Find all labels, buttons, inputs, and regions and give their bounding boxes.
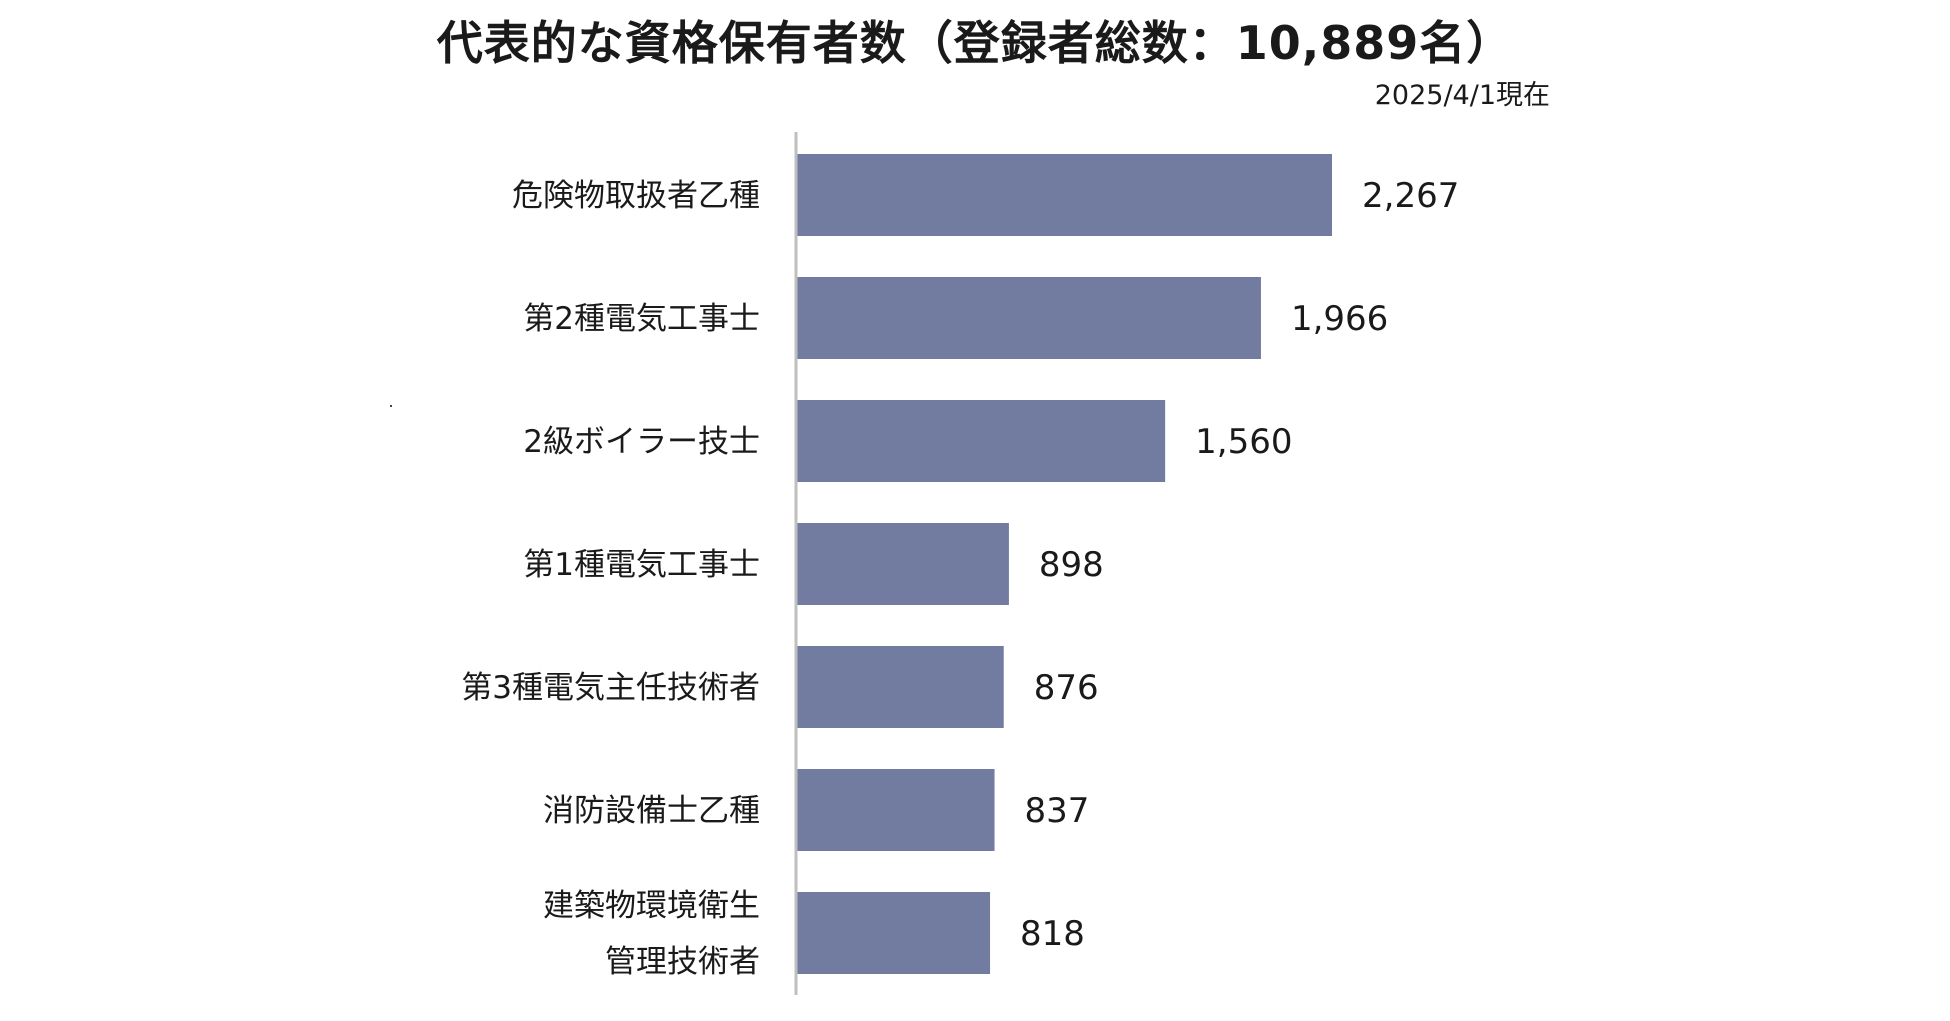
bar-3 (797, 400, 1166, 482)
category-label-line: 危険物取扱者乙種 (512, 178, 760, 214)
bar-1 (797, 154, 1332, 236)
category-label-5: 第3種電気主任技術者 (461, 670, 760, 706)
category-label-2: 第2種電気工事士 (523, 301, 760, 337)
value-label-4: 898 (1039, 545, 1104, 585)
value-label-3: 1,560 (1195, 422, 1292, 462)
bars-layer (797, 154, 1332, 974)
stray-dot (390, 405, 392, 407)
category-label-6: 消防設備士乙種 (543, 793, 760, 829)
bar-2 (797, 277, 1261, 359)
category-label-line: 2級ボイラー技士 (523, 424, 760, 460)
category-label-line: 第2種電気工事士 (523, 301, 760, 337)
category-label-line: 消防設備士乙種 (543, 793, 760, 829)
bar-4 (797, 523, 1009, 605)
bar-7 (797, 892, 991, 974)
category-label-line: 第1種電気工事士 (523, 547, 760, 583)
category-label-4: 第1種電気工事士 (523, 547, 760, 583)
value-label-7: 818 (1020, 914, 1085, 954)
chart-title: 代表的な資格保有者数（登録者総数：10,889名） (436, 16, 1514, 70)
value-label-6: 837 (1025, 791, 1090, 831)
value-label-5: 876 (1034, 668, 1099, 708)
labels-layer: 2,267 危険物取扱者乙種 1,966 第2種電気工事士 1,560 2級ボイラー技士 8… (461, 176, 1459, 980)
category-label-line: 第3種電気主任技術者 (461, 670, 760, 706)
category-label-1: 危険物取扱者乙種 (512, 178, 760, 214)
category-label-line: 建築物環境衛生 (543, 888, 760, 924)
bar-6 (797, 769, 995, 851)
value-label-2: 1,966 (1291, 299, 1388, 339)
category-label-3: 2級ボイラー技士 (523, 424, 760, 460)
category-label-line: 管理技術者 (605, 944, 760, 980)
bar-5 (797, 646, 1004, 728)
value-label-1: 2,267 (1362, 176, 1459, 216)
chart-date: 2025/4/1現在 (1374, 80, 1550, 111)
category-label-7: 建築物環境衛生管理技術者 (543, 888, 760, 980)
